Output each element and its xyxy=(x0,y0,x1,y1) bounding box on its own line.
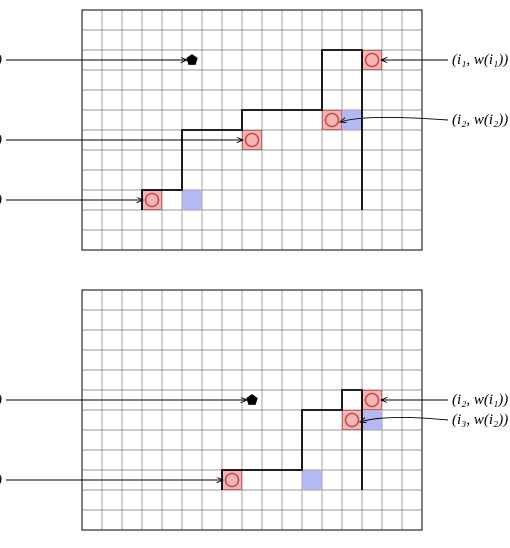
svg-text:(i₂, w(i₁)): (i₂, w(i₁)) xyxy=(452,392,508,408)
svg-text:(i₂, w(i₃)): (i₂, w(i₃)) xyxy=(0,392,2,408)
svg-text:(i₃, w(i₃)): (i₃, w(i₃)) xyxy=(0,132,2,148)
svg-text:(i₁, w(i₄)): (i₁, w(i₄)) xyxy=(0,52,2,68)
diagram-container: { "figure": { "width": 510, "height": 54… xyxy=(0,0,510,548)
svg-text:(i₂, w(i₂)): (i₂, w(i₂)) xyxy=(452,112,508,128)
diagram-svg: (i₁, w(i₄)) (i₃, w(i₃)) (i₄, w(i₄)) (i₁, w(… xyxy=(0,0,510,548)
svg-text:(i₄, w(i₄)): (i₄, w(i₄)) xyxy=(0,192,2,208)
svg-text:(i₃, w(i₂)): (i₃, w(i₂)) xyxy=(452,412,508,428)
svg-text:(i₁, w(i₁)): (i₁, w(i₁)) xyxy=(452,52,508,68)
svg-text:(i₄, w(i₃)): (i₄, w(i₃)) xyxy=(0,472,2,488)
